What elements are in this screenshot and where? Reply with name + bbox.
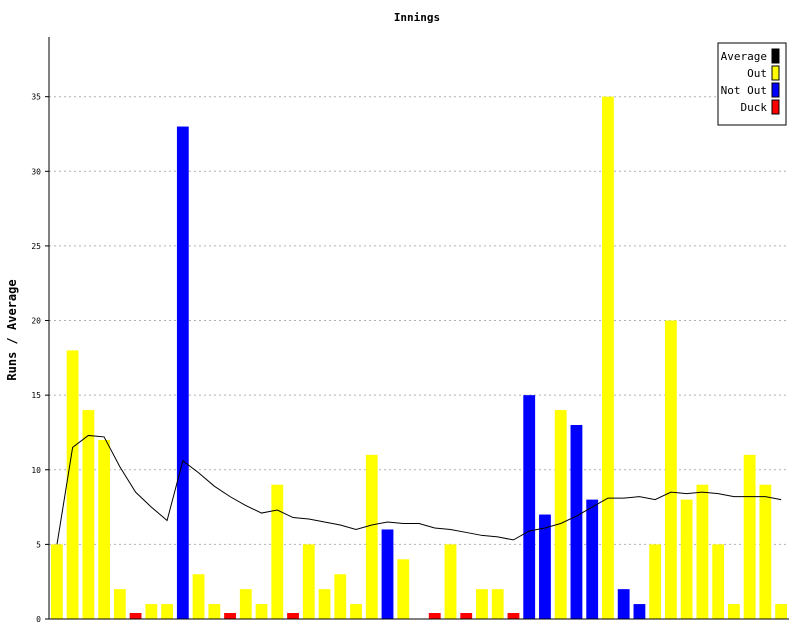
average-line bbox=[56, 434, 782, 545]
out-bar bbox=[239, 589, 252, 619]
out-bar bbox=[161, 604, 173, 619]
y-tick-label: 30 bbox=[31, 167, 41, 176]
out-bar bbox=[145, 604, 158, 619]
out-bar bbox=[602, 96, 614, 619]
duck-bar bbox=[507, 613, 520, 619]
not-out-bar bbox=[523, 395, 536, 619]
y-tick-label: 10 bbox=[31, 466, 41, 475]
out-bar bbox=[554, 410, 567, 619]
not-out-bar bbox=[617, 589, 630, 619]
legend-label: Duck bbox=[741, 101, 768, 114]
out-bar bbox=[192, 574, 205, 619]
y-tick-label: 5 bbox=[36, 540, 41, 549]
out-bar bbox=[271, 484, 284, 619]
not-out-bar bbox=[586, 499, 599, 619]
out-bar bbox=[696, 484, 709, 619]
out-bar bbox=[302, 544, 315, 619]
y-tick-label: 0 bbox=[36, 615, 41, 624]
out-bar bbox=[712, 544, 725, 619]
legend-swatch bbox=[771, 65, 780, 81]
out-bar bbox=[365, 454, 378, 619]
duck-bar bbox=[428, 613, 441, 619]
gridlines bbox=[49, 96, 789, 545]
duck-bar bbox=[460, 613, 473, 619]
out-bar bbox=[255, 604, 268, 619]
y-tick-label: 20 bbox=[31, 317, 41, 326]
legend-swatch bbox=[771, 48, 780, 64]
bars bbox=[50, 96, 788, 620]
out-bar bbox=[397, 559, 410, 619]
duck-bar bbox=[224, 613, 236, 619]
average-line-group bbox=[56, 434, 782, 545]
out-bar bbox=[350, 604, 362, 619]
duck-bar bbox=[129, 613, 142, 619]
out-bar bbox=[318, 589, 331, 619]
y-tick-label: 15 bbox=[31, 391, 41, 400]
not-out-bar bbox=[539, 514, 551, 619]
out-bar bbox=[775, 604, 788, 619]
out-bar bbox=[491, 589, 504, 619]
out-bar bbox=[113, 589, 126, 619]
legend: Average Out Not Out Duck bbox=[717, 42, 787, 126]
not-out-bar bbox=[176, 126, 189, 620]
out-bar bbox=[98, 439, 111, 619]
out-bar bbox=[680, 499, 693, 619]
out-bar bbox=[50, 544, 63, 619]
axes: 0 5 10 15 20 25 30 35 bbox=[31, 37, 789, 624]
out-bar bbox=[444, 544, 457, 619]
legend-swatch bbox=[771, 99, 780, 115]
y-axis-label: Runs / Average bbox=[5, 279, 19, 380]
legend-label: Out bbox=[747, 67, 767, 80]
out-bar bbox=[334, 574, 347, 619]
out-bar bbox=[66, 350, 79, 619]
y-tick-label: 25 bbox=[31, 242, 41, 251]
out-bar bbox=[727, 604, 740, 619]
y-tick-label: 35 bbox=[31, 93, 41, 102]
out-bar bbox=[82, 410, 95, 619]
out-bar bbox=[665, 320, 677, 619]
not-out-bar bbox=[381, 529, 394, 619]
not-out-bar bbox=[633, 604, 646, 619]
not-out-bar bbox=[570, 425, 583, 619]
legend-swatch bbox=[771, 82, 780, 98]
legend-label: Not Out bbox=[721, 84, 767, 97]
duck-bar bbox=[287, 613, 299, 619]
out-bar bbox=[649, 544, 662, 619]
out-bar bbox=[759, 484, 772, 619]
legend-label: Average bbox=[721, 50, 767, 63]
out-bar bbox=[476, 589, 488, 619]
out-bar bbox=[208, 604, 221, 619]
chart-title: Innings bbox=[394, 11, 440, 24]
out-bar bbox=[743, 454, 756, 619]
